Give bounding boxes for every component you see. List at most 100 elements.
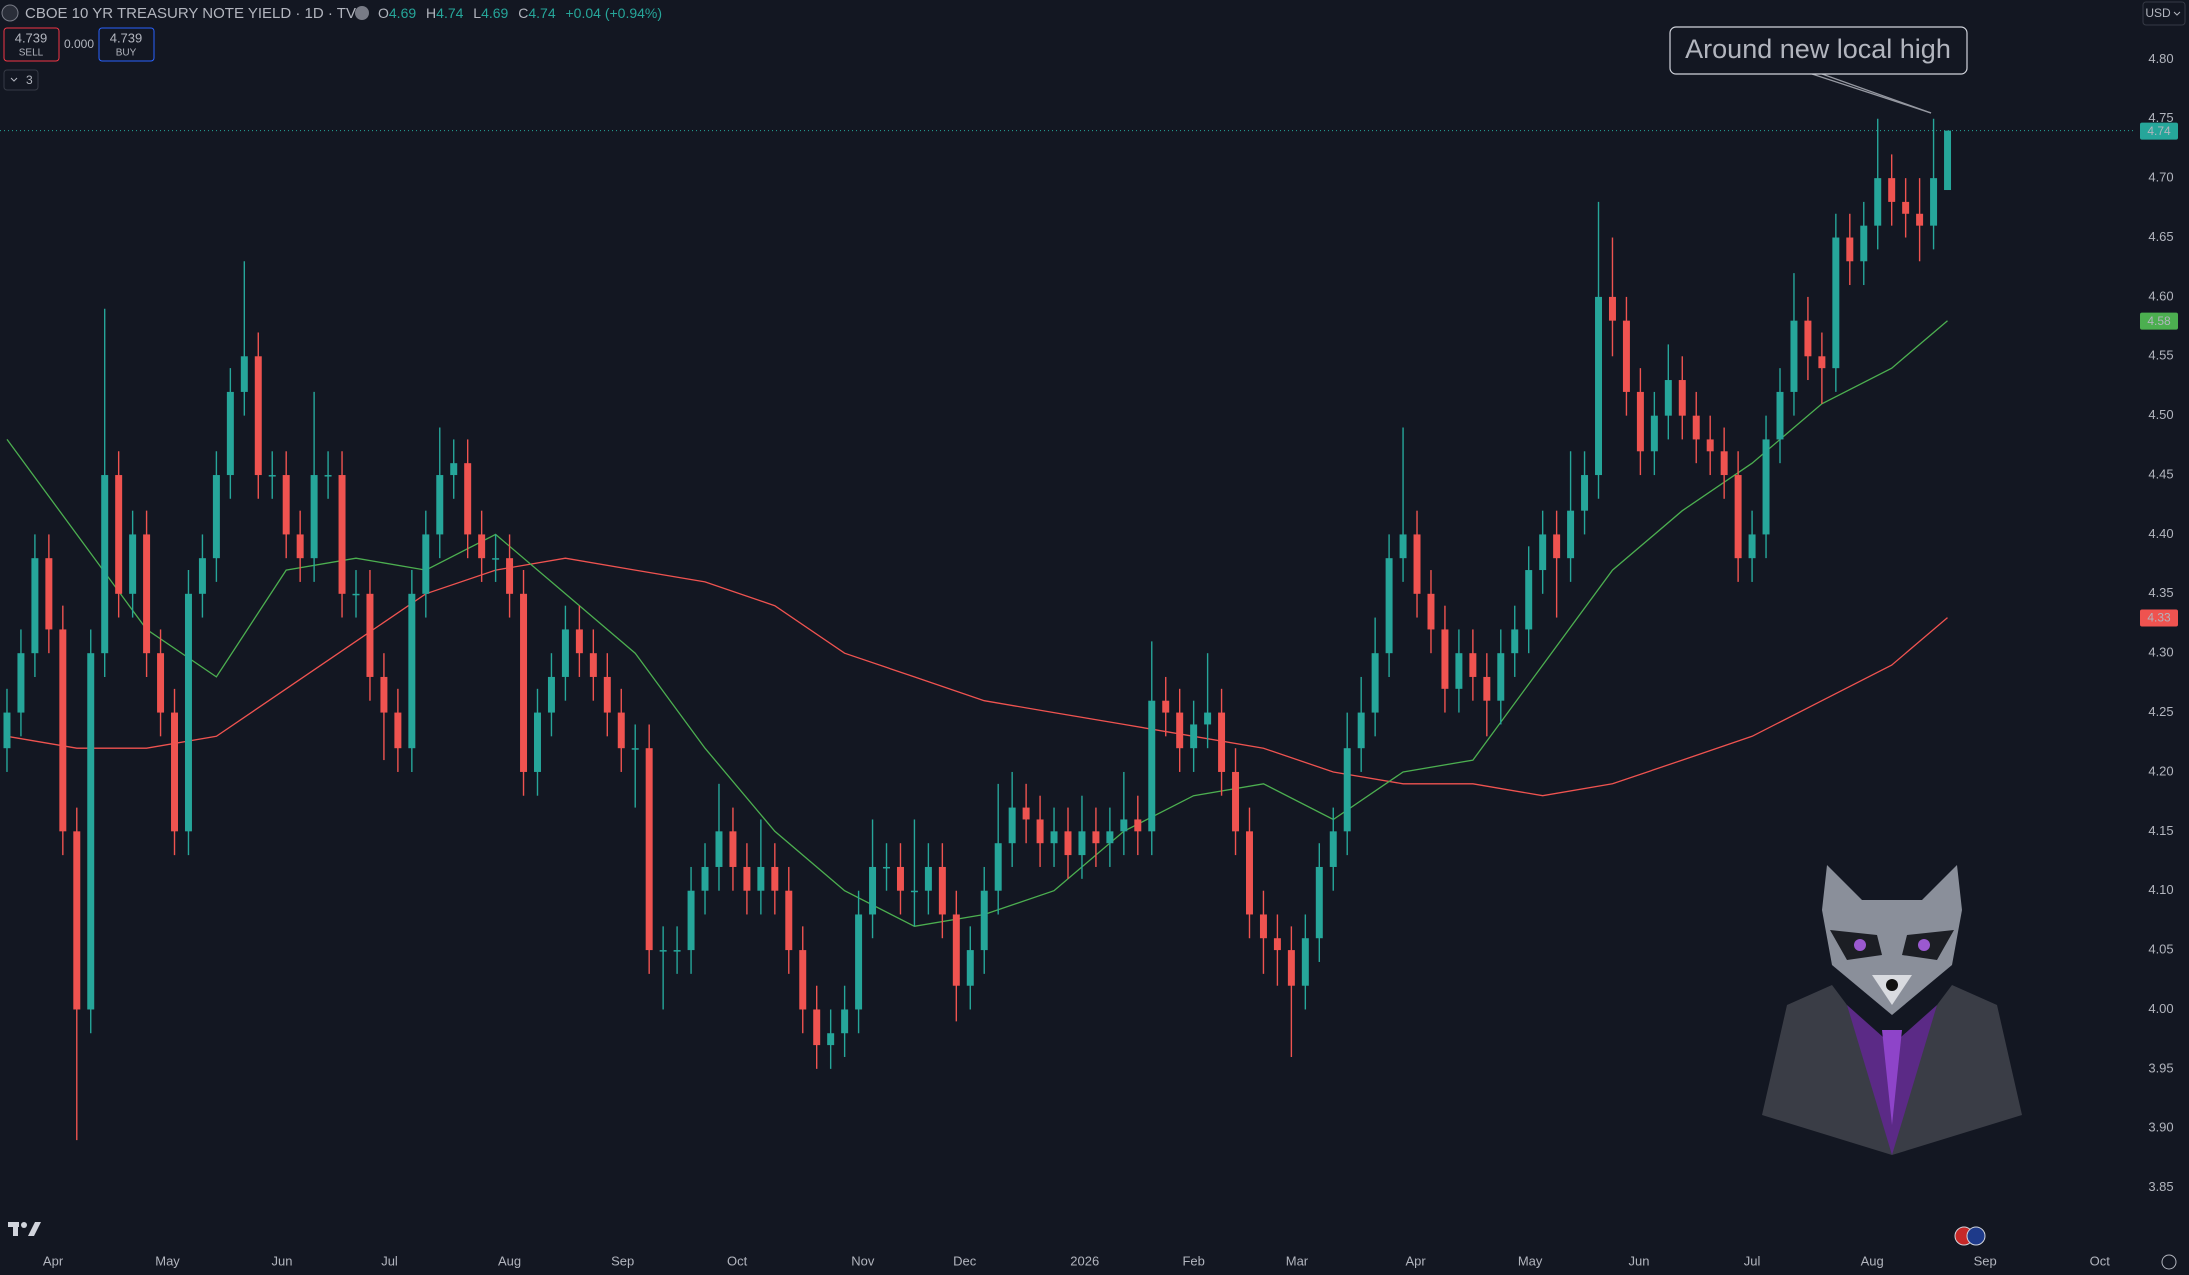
candle-body (561, 629, 569, 677)
x-tick-label: Oct (2090, 1253, 2111, 1268)
candle-body (715, 831, 723, 867)
buy-button[interactable] (98, 27, 155, 62)
sell-price[interactable]: 4.739 (15, 30, 48, 45)
candle-body (450, 463, 458, 476)
settings[interactable] (2161, 1254, 2177, 1270)
candle-body (534, 712, 541, 772)
candle-body (59, 629, 67, 832)
candle-body (994, 843, 1002, 891)
ohlc-value: 4.69 (481, 5, 508, 21)
annotation-box[interactable] (1669, 26, 1968, 75)
x-tick-label: Apr (43, 1253, 64, 1268)
y-tick-label: 3.95 (2148, 1060, 2173, 1075)
candle-body (589, 653, 597, 677)
indicators-count[interactable]: 3 (26, 73, 33, 87)
candle-body (240, 356, 248, 392)
x-tick-label: May (155, 1253, 180, 1268)
y-tick-label: 4.70 (2148, 170, 2173, 185)
candle-body (1176, 712, 1184, 749)
candle-body (1776, 391, 1784, 440)
candle-body (841, 1009, 849, 1034)
annotation-pointer (1821, 73, 1932, 114)
candle-body (1595, 296, 1602, 476)
candle-body (1706, 439, 1714, 452)
candle-body (980, 890, 988, 951)
candle-body (408, 593, 416, 749)
candle-body (1287, 950, 1295, 986)
candle-body (73, 831, 81, 1010)
buy-label[interactable]: BUY (116, 48, 137, 59)
y-tick-label: 3.85 (2148, 1179, 2173, 1194)
buy-price[interactable]: 4.739 (110, 30, 143, 45)
y-tick-label: 4.65 (2148, 229, 2173, 244)
ohlc-legend: O4.69 H4.74 L4.69 C4.74 +0.04 (+0.94%) (378, 5, 662, 21)
candle-body (1120, 819, 1128, 832)
candle-body (659, 950, 667, 952)
candle-body (1902, 201, 1910, 214)
spread: 0.000 (64, 37, 94, 51)
annotation-text[interactable]: Around new local high (1685, 34, 1951, 64)
x-tick-label: Aug (1861, 1253, 1884, 1268)
candle-body (1832, 237, 1840, 369)
candle-body (617, 712, 625, 749)
price-tag (2140, 609, 2178, 627)
mascot-eye (1918, 939, 1930, 951)
candle-body (296, 534, 304, 559)
x-tick-label: Jun (272, 1253, 293, 1268)
price-tag (2140, 122, 2178, 140)
candle-body (883, 866, 890, 869)
candle-body (338, 475, 346, 594)
candle-body (938, 866, 946, 915)
candle-body (1343, 748, 1351, 832)
candle-body (575, 629, 583, 654)
candle-body (603, 676, 611, 713)
candle-body (827, 1033, 835, 1046)
candle-body (422, 534, 430, 594)
market-status[interactable] (355, 6, 369, 20)
x-tick-label: Jul (1744, 1253, 1761, 1268)
sell-label[interactable]: SELL (19, 48, 44, 59)
candle-body (1511, 629, 1519, 654)
y-tick-label: 4.50 (2148, 407, 2173, 422)
sell-button[interactable] (3, 27, 60, 62)
candle-body (520, 593, 528, 772)
y-tick-label: 4.80 (2148, 51, 2173, 66)
candle-body (1162, 700, 1170, 713)
candle-body (771, 866, 779, 891)
candle-body (855, 914, 863, 1010)
y-tick-label: 4.75 (2148, 110, 2173, 125)
candle-body (129, 534, 137, 594)
candle-body (1106, 831, 1114, 844)
candle-body (3, 712, 11, 749)
candle-body (1273, 938, 1281, 951)
candle-body (184, 593, 192, 832)
mascot-nose (1886, 979, 1898, 991)
candle-body (352, 593, 360, 596)
currency[interactable]: USD (2145, 6, 2171, 20)
candle-body (673, 950, 681, 952)
candle-body (701, 866, 709, 891)
candle-body (1259, 914, 1267, 939)
symbol-icon[interactable] (1, 4, 19, 22)
candle-body (1357, 712, 1365, 749)
candle-body (813, 1009, 821, 1046)
candle-body (1315, 866, 1323, 939)
candle-body (1050, 831, 1058, 844)
y-tick-label: 4.55 (2148, 348, 2173, 363)
candle-body (1483, 676, 1491, 701)
mascot-mask (1830, 930, 1954, 960)
event-flag[interactable] (1966, 1226, 1986, 1246)
x-tick-label: Oct (727, 1253, 748, 1268)
indicators-toggle[interactable] (3, 69, 39, 91)
tv-logo[interactable] (8, 1222, 41, 1236)
candle-body (1218, 712, 1226, 772)
currency-button[interactable] (2142, 1, 2186, 26)
candle-body (1846, 237, 1854, 262)
y-tick-label: 4.00 (2148, 1001, 2173, 1016)
x-tick-label: 2026 (1070, 1253, 1099, 1268)
candle-body (464, 463, 472, 535)
candle-body (1874, 178, 1882, 226)
candle-body (1092, 831, 1100, 844)
candle-body (1888, 178, 1896, 202)
symbol-title[interactable]: CBOE 10 YR TREASURY NOTE YIELD · 1D · TV… (25, 5, 367, 22)
